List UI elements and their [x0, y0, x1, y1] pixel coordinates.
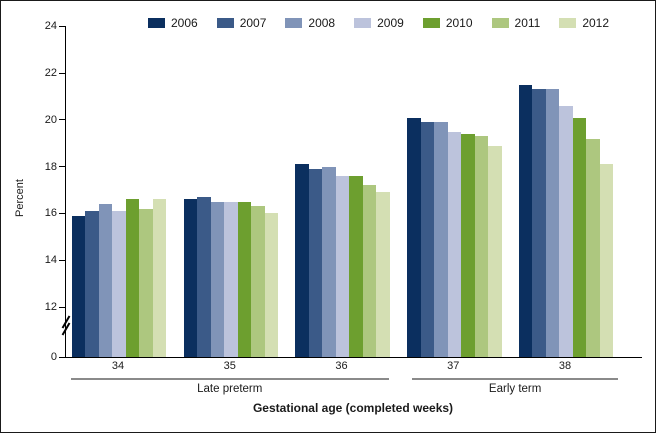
bar-2009-week35: [224, 201, 238, 357]
bar-2006-week34: [71, 215, 86, 357]
bar-2009-week38: [559, 105, 573, 357]
bar-2012-week38: [599, 164, 614, 357]
bar-2012-week35: [264, 213, 278, 357]
y-tick: [59, 166, 66, 168]
y-tick: [59, 259, 66, 261]
legend-swatch-2011: [491, 18, 509, 28]
bar-2006-week37: [407, 117, 421, 357]
y-tick-label: 14: [44, 254, 57, 267]
bar-2008-week36: [322, 166, 336, 357]
bar-2009-week36: [335, 176, 350, 357]
y-tick: [59, 72, 66, 74]
group-bracket-label: Early term: [488, 383, 542, 395]
x-tick-label: 38: [558, 360, 572, 372]
chart-legend: 2006 2007 2008 2009 2010 2011 2012: [148, 16, 609, 30]
legend-label: 2012: [582, 16, 610, 30]
y-tick-label: 0: [50, 351, 57, 363]
bar-2008-week35: [210, 201, 224, 357]
bar-2008-week37: [434, 122, 448, 357]
bar-group-38: [518, 84, 614, 357]
y-tick-label: 20: [44, 113, 57, 126]
y-tick: [59, 212, 66, 214]
bar-2008-week38: [545, 89, 560, 357]
legend-label: 2006: [171, 16, 198, 30]
x-tick-label: 35: [223, 360, 236, 372]
bar-2012-week36: [376, 192, 390, 357]
y-tick: [59, 25, 66, 27]
bar-2011-week37: [474, 136, 488, 357]
legend-swatch-2012: [559, 18, 577, 28]
legend-label: 2008: [308, 16, 336, 30]
legend-label: 2007: [239, 16, 267, 30]
x-axis-title: Gestational age (completed weeks): [252, 401, 454, 415]
legend-item: 2011: [491, 16, 541, 30]
bar-2006-week36: [295, 164, 309, 357]
y-axis-title: Percent: [14, 179, 26, 217]
y-tick-label: 16: [44, 207, 57, 220]
legend-swatch-2008: [285, 18, 303, 28]
y-tick: [59, 356, 66, 358]
group-bracket-line: [70, 378, 389, 380]
bar-2011-week38: [586, 138, 600, 357]
bar-2007-week34: [85, 211, 99, 357]
bar-2006-week35: [183, 199, 197, 357]
legend-swatch-2009: [354, 18, 372, 28]
plot-area: [59, 25, 642, 358]
legend-label: 2011: [514, 16, 541, 30]
legend-item: 2009: [354, 16, 404, 30]
bar-2010-week38: [572, 117, 587, 357]
legend-label: 2010: [445, 16, 473, 30]
legend-swatch-2006: [148, 18, 165, 28]
legend-item: 2007: [216, 16, 267, 30]
bar-2010-week35: [237, 201, 251, 357]
legend-item: 2012: [559, 16, 609, 30]
bar-group-34: [71, 199, 167, 357]
x-tick-label: 37: [447, 360, 460, 372]
x-tick-label: 36: [335, 360, 348, 372]
bar-2008-week34: [98, 204, 113, 357]
bar-2007-week36: [308, 169, 323, 357]
legend-item: 2010: [422, 16, 473, 30]
bar-2006-week38: [518, 84, 533, 357]
legend-swatch-2007: [216, 18, 234, 28]
y-tick: [59, 119, 66, 121]
y-tick-label: 12: [44, 301, 57, 313]
x-tick-label: 34: [111, 360, 125, 372]
bar-2007-week35: [197, 197, 211, 357]
legend-label: 2009: [377, 16, 404, 30]
bar-2012-week37: [488, 145, 502, 357]
bar-2010-week37: [461, 133, 475, 357]
legend-item: 2008: [285, 16, 335, 30]
bar-2011-week36: [362, 185, 377, 357]
bar-2009-week34: [112, 211, 126, 357]
y-tick-label: 24: [44, 20, 57, 33]
bar-2007-week37: [420, 122, 434, 357]
bar-2010-week36: [349, 176, 363, 357]
bar-group-37: [407, 117, 502, 357]
bar-2011-week34: [139, 208, 153, 357]
bar-2007-week38: [532, 89, 546, 357]
group-bracket-line: [412, 378, 619, 380]
bar-2009-week37: [447, 131, 461, 357]
group-bracket-label: Late preterm: [197, 383, 263, 395]
bar-2011-week35: [251, 206, 265, 357]
y-tick-label: 22: [44, 67, 57, 80]
bar-group-35: [183, 197, 278, 357]
legend-swatch-2010: [422, 18, 440, 28]
bar-2010-week34: [125, 199, 140, 357]
bar-2012-week34: [152, 199, 167, 357]
y-tick-label: 18: [44, 160, 57, 173]
bar-group-36: [295, 164, 390, 357]
legend-item: 2006: [148, 16, 198, 30]
y-tick: [59, 306, 66, 308]
